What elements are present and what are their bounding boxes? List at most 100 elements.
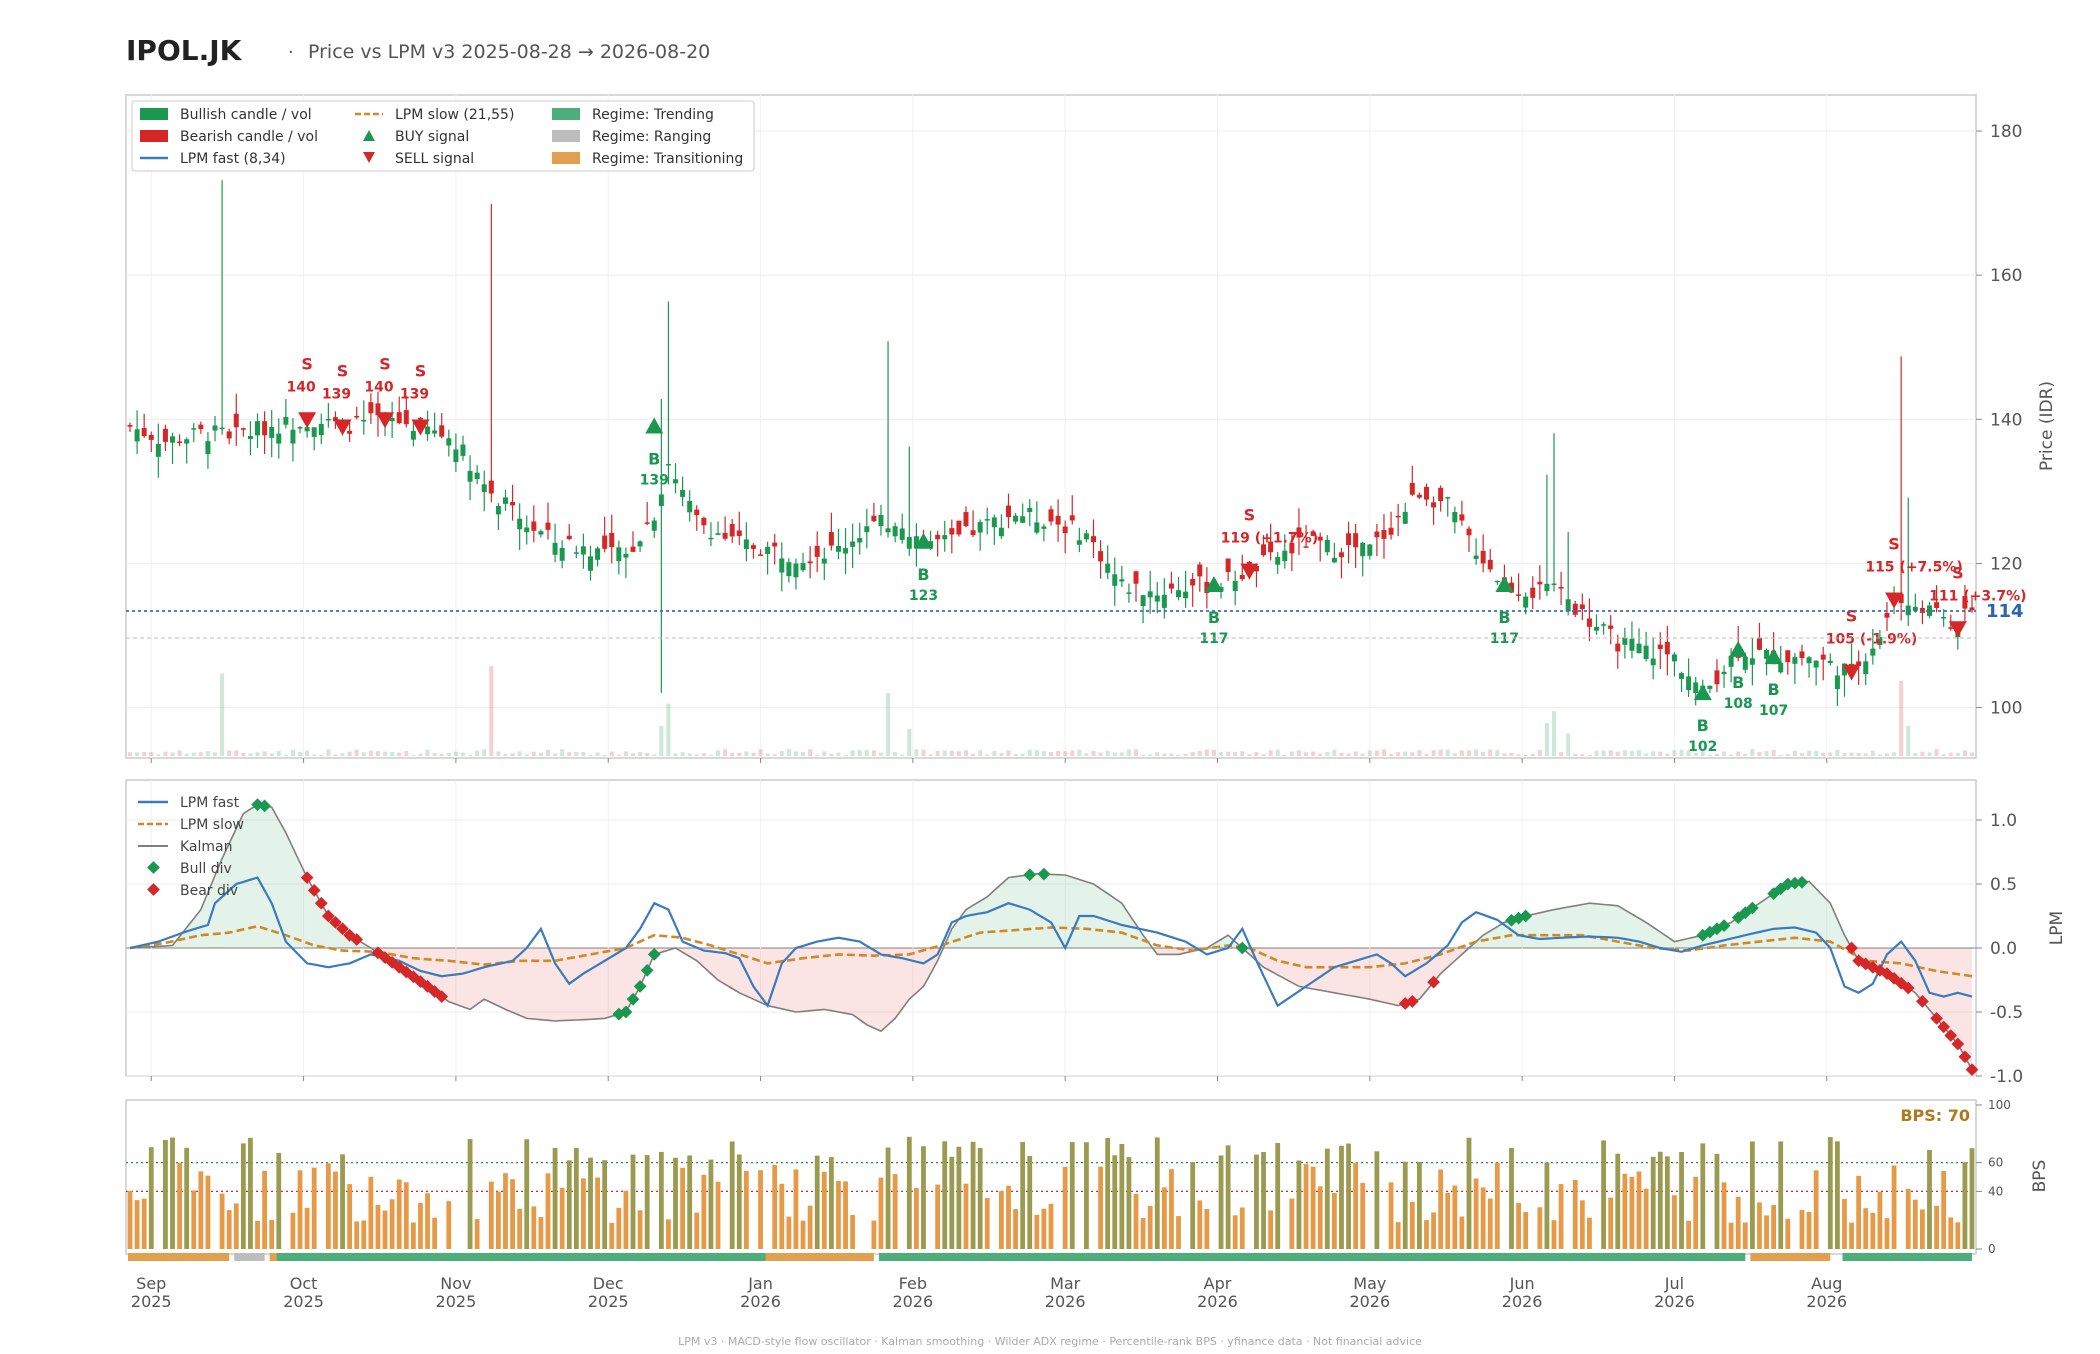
bull-candle [595, 548, 600, 560]
bps-bar [1495, 1163, 1500, 1249]
bull-candle [283, 417, 288, 425]
volume-bar [688, 754, 692, 756]
bps-bar [1552, 1220, 1557, 1249]
bear-fill [520, 948, 527, 1018]
volume-bar [1035, 750, 1039, 756]
bear-fill [732, 948, 739, 993]
bear-fill [1384, 948, 1391, 1004]
bear-fill [909, 948, 916, 999]
legend-bear: Bearish candle / vol [180, 129, 318, 145]
bull-candle [623, 554, 628, 558]
volume-bar [1779, 755, 1783, 756]
bull-candle [1020, 516, 1025, 523]
bps-bar [1913, 1200, 1918, 1249]
volume-bar [1233, 752, 1237, 756]
bps-bar [1637, 1171, 1642, 1249]
bull-candle [184, 439, 189, 443]
month-label: Apr [1204, 1274, 1232, 1293]
bps-bar [333, 1172, 338, 1249]
year-label: 2026 [1806, 1292, 1847, 1311]
volume-bar [1885, 754, 1889, 756]
bear-fill [541, 948, 548, 1020]
regime-segment [879, 1253, 1745, 1261]
bull-candle [893, 526, 898, 536]
bps-bar [1736, 1197, 1741, 1249]
volume-bar [1254, 752, 1258, 756]
volume-bar [1672, 750, 1676, 756]
bull-fill [1051, 874, 1058, 948]
bps-bar [1445, 1193, 1450, 1249]
volume-bar [1595, 751, 1599, 756]
volume-bar [411, 755, 415, 756]
volume-bar [461, 753, 465, 756]
bps-bar [248, 1138, 253, 1249]
bps-bar [1403, 1162, 1408, 1249]
volume-bar [418, 754, 422, 756]
bear-candle [1438, 488, 1443, 501]
bull-candle [1367, 544, 1372, 555]
bull-fill [1809, 881, 1816, 948]
bull-candle [1863, 661, 1868, 674]
bull-candle [638, 541, 643, 546]
volume-bar [397, 753, 401, 756]
legend2-beardiv-icon [147, 883, 160, 896]
bull-fill [265, 806, 272, 948]
bps-bar [602, 1160, 607, 1249]
volume-bar [355, 750, 359, 756]
bps-bar [1304, 1164, 1309, 1249]
bull-candle [1013, 516, 1018, 522]
sell-price-label: 139 [322, 387, 351, 403]
bull-candle [942, 535, 947, 539]
volume-bar [581, 752, 585, 756]
volume-bar [914, 749, 918, 756]
bps-bar [1020, 1142, 1025, 1249]
bear-candle [1417, 495, 1422, 498]
bear-fill [1313, 948, 1320, 990]
bear-candle [198, 425, 203, 429]
bps-bar [971, 1142, 976, 1249]
bear-fill [916, 948, 923, 993]
bear-candle [645, 522, 650, 524]
bps-bar [645, 1155, 650, 1249]
volume-bar [681, 752, 685, 756]
price-tick-label: 180 [1990, 122, 2022, 142]
bear-fill [860, 948, 867, 1025]
bear-candle [1431, 502, 1436, 507]
bps-bar [801, 1221, 806, 1249]
bps-bar [1679, 1152, 1684, 1249]
bull-candle [900, 528, 905, 539]
volume-bar [1517, 754, 1521, 756]
bps-bar [1651, 1157, 1656, 1249]
bull-fill [987, 890, 994, 948]
bps-bar [1885, 1218, 1890, 1249]
bps-bar [822, 1172, 827, 1249]
volume-bar [893, 752, 897, 756]
bps-bar [1374, 1151, 1379, 1249]
volume-bar [1722, 751, 1726, 756]
bps-bar [1424, 1220, 1429, 1249]
volume-bar [518, 751, 522, 756]
last-price-label: 114 [1986, 601, 2024, 622]
bull-candle [298, 427, 303, 429]
bps-bar [666, 1219, 671, 1249]
volume-bar [1474, 750, 1478, 756]
volume-bar [603, 755, 607, 756]
lpm-axis-label: LPM [2047, 911, 2067, 945]
bps-axis-label: BPS [2030, 1160, 2050, 1193]
bps-bar [475, 1219, 480, 1249]
bps-bar [1070, 1142, 1075, 1249]
lpm-tick-label: -0.5 [1990, 1003, 2023, 1023]
bull-candle [1707, 686, 1712, 689]
bps-bar [305, 1208, 310, 1249]
volume-bar [1297, 750, 1301, 756]
bull-candle [1360, 543, 1365, 557]
bps-bar [1814, 1170, 1819, 1249]
bps-bar [1587, 1218, 1592, 1249]
bps-bar [368, 1177, 373, 1249]
volume-bar [737, 753, 741, 756]
bps-bar [1545, 1162, 1550, 1249]
volume-bar [1396, 752, 1400, 756]
volume-bar [1949, 753, 1953, 756]
regime-segment [766, 1253, 874, 1261]
month-label: Oct [290, 1274, 318, 1293]
